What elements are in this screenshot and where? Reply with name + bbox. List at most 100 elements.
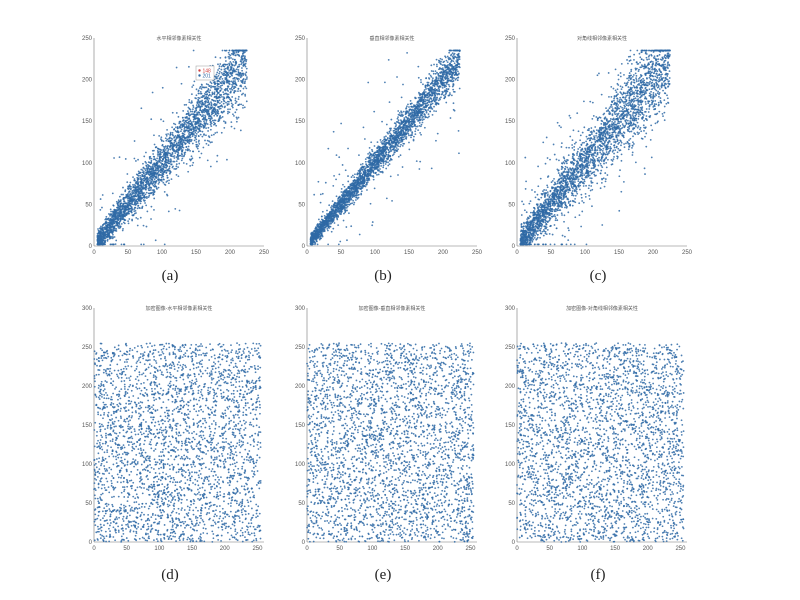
scatter-point	[232, 67, 235, 70]
scatter-point	[175, 136, 178, 139]
scatter-point	[210, 85, 212, 87]
scatter-point	[191, 124, 194, 127]
scatter-point	[195, 97, 197, 100]
legend-marker	[198, 69, 201, 72]
scatter-point	[456, 76, 459, 79]
scatter-point	[191, 113, 194, 116]
scatter-point	[225, 77, 228, 80]
scatter-point	[220, 131, 223, 134]
scatter-point	[241, 54, 244, 56]
scatter-point	[141, 192, 144, 195]
scatter-point	[212, 85, 215, 88]
scatter-point	[323, 228, 326, 231]
scatter-point	[171, 138, 174, 140]
scatter-point	[203, 134, 205, 136]
scatter-point	[432, 72, 435, 75]
scatter-point	[162, 145, 165, 148]
scatter-point	[425, 84, 427, 87]
scatter-point	[181, 157, 184, 160]
scatter-point	[191, 108, 194, 111]
scatter-point	[195, 104, 198, 107]
scatter-point	[167, 210, 170, 213]
scatter-point	[228, 49, 231, 52]
scatter-point	[193, 116, 196, 119]
scatter-point	[371, 150, 374, 153]
scatter-point	[207, 105, 210, 108]
scatter-point	[244, 80, 246, 83]
scatter-point	[209, 115, 212, 118]
scatter-point	[205, 83, 208, 85]
scatter-point	[185, 121, 188, 124]
scatter-point	[220, 82, 222, 85]
scatter-point	[156, 172, 159, 175]
scatter-point	[129, 200, 131, 203]
scatter-point	[146, 177, 149, 180]
scatter-point	[380, 141, 383, 143]
scatter-point	[166, 154, 168, 156]
scatter-point	[132, 197, 134, 200]
scatter-point	[182, 139, 185, 142]
scatter-point	[130, 206, 133, 209]
scatter-point	[407, 117, 409, 120]
scatter-point	[440, 96, 442, 99]
scatter-point	[135, 186, 138, 188]
scatter-point	[152, 171, 155, 174]
scatter-point	[102, 242, 105, 244]
scatter-point	[183, 130, 185, 132]
scatter-point	[235, 100, 238, 103]
scatter-point	[219, 94, 222, 97]
scatter-point	[156, 164, 158, 166]
scatter-point	[177, 131, 180, 133]
scatter-point	[367, 81, 370, 84]
scatter-point	[181, 136, 184, 139]
scatter-point	[216, 71, 219, 74]
scatter-point	[100, 225, 102, 228]
scatter-point	[206, 113, 209, 116]
scatter-point	[185, 139, 187, 142]
scatter-point	[402, 130, 405, 133]
scatter-point	[197, 131, 200, 134]
scatter-point	[188, 98, 191, 101]
scatter-point	[187, 106, 190, 109]
scatter-point	[157, 151, 160, 154]
scatter-point	[385, 135, 387, 138]
scatter-point	[204, 93, 207, 96]
scatter-point	[234, 99, 237, 102]
scatter-point	[330, 230, 333, 233]
scatter-point	[143, 179, 145, 182]
scatter-point	[157, 186, 160, 189]
scatter-point	[136, 200, 139, 203]
scatter-point	[98, 227, 101, 230]
x-tick-label: 100	[157, 250, 168, 256]
scatter-point	[137, 170, 140, 173]
scatter-point	[235, 60, 237, 63]
scatter-point	[191, 133, 194, 135]
scatter-point	[225, 101, 227, 104]
scatter-point	[164, 169, 167, 172]
scatter-point	[369, 154, 372, 157]
scatter-point	[170, 139, 173, 142]
scatter-point	[218, 77, 221, 80]
scatter-point	[225, 76, 228, 79]
scatter-point	[148, 165, 151, 168]
scatter-point	[366, 156, 369, 159]
scatter-point	[178, 134, 181, 136]
scatter-point	[373, 168, 376, 171]
scatter-point	[234, 79, 236, 81]
scatter-point	[451, 75, 454, 77]
scatter-point	[455, 71, 457, 74]
scatter-point	[189, 110, 192, 113]
scatter-point	[133, 198, 136, 201]
scatter-point	[346, 203, 349, 206]
scatter-point	[213, 114, 216, 117]
scatter-point	[228, 53, 231, 56]
scatter-point	[366, 179, 369, 182]
scatter-point	[189, 159, 192, 162]
scatter-point	[223, 110, 225, 113]
scatter-point	[455, 49, 458, 52]
scatter-point	[112, 243, 114, 246]
scatter-point	[111, 230, 114, 233]
scatter-point	[122, 193, 124, 196]
scatter-point	[142, 185, 145, 187]
